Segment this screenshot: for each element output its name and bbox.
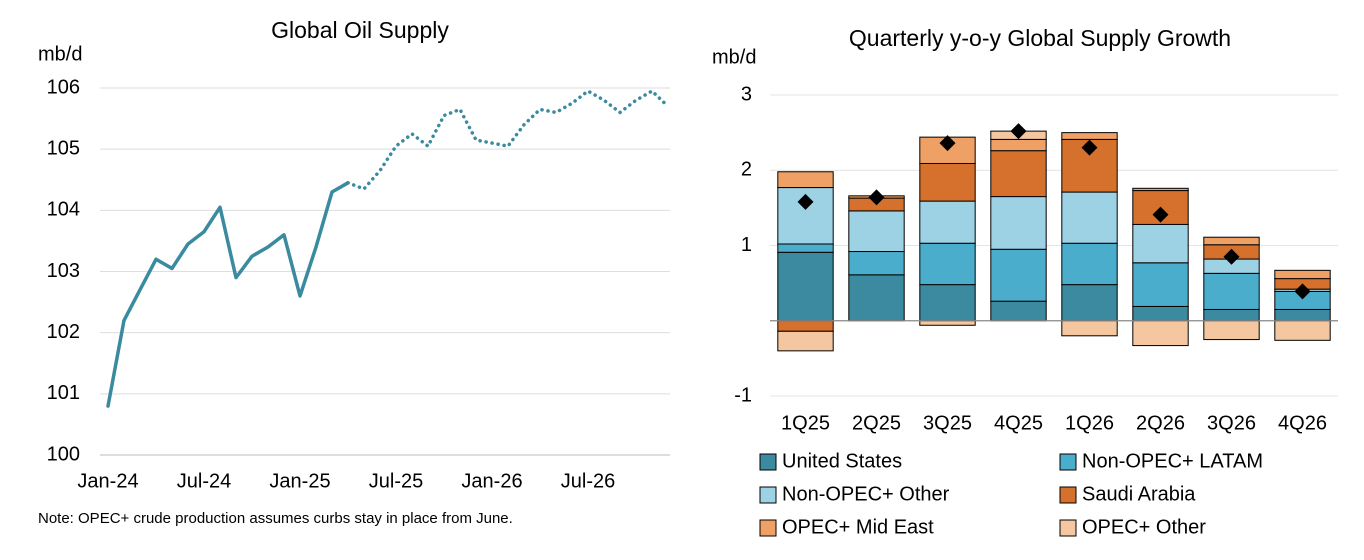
bar-segment (777, 330, 834, 352)
legend-swatch (759, 519, 777, 537)
bar-segment (990, 150, 1047, 198)
bar-segment (919, 320, 976, 326)
total-marker (868, 189, 885, 206)
bar-segment (1132, 187, 1189, 192)
bar-segment (1274, 269, 1331, 280)
line-series (106, 181, 350, 408)
legend-label: United States (782, 450, 902, 472)
y-tick-label: 103 (47, 260, 80, 282)
bar-segment (1203, 320, 1260, 341)
x-tick-label: Jul-24 (177, 470, 231, 492)
total-marker (1223, 248, 1240, 265)
y-tick-label: 106 (47, 76, 80, 98)
bar-segment (1061, 242, 1118, 286)
bar-segment (848, 251, 905, 276)
bar-segment (1132, 223, 1189, 264)
total-marker (1152, 206, 1169, 223)
legend-label: OPEC+ Other (1082, 516, 1206, 538)
x-tick-label: 2Q26 (1136, 412, 1185, 434)
y-axis-label: mb/d (712, 46, 756, 68)
bar-segment (1061, 191, 1118, 244)
x-tick-label: 1Q25 (781, 412, 830, 434)
bar-segment (919, 162, 976, 202)
bar-segment (1061, 320, 1118, 337)
bar-segment (990, 248, 1047, 302)
total-marker (1081, 139, 1098, 156)
y-tick-label: 100 (47, 443, 80, 465)
bar-segment (990, 196, 1047, 250)
x-tick-label: Jan-24 (77, 470, 138, 492)
bar-segment (990, 300, 1047, 322)
legend-swatch (1059, 519, 1077, 537)
bar-segment (777, 251, 834, 322)
bar-segment (1203, 236, 1260, 246)
bar-segment (1203, 308, 1260, 322)
bar-segment (1061, 132, 1118, 140)
total-marker (1010, 123, 1027, 140)
y-tick-label: 1 (741, 234, 752, 256)
bar-segment (919, 200, 976, 244)
line-series (346, 89, 670, 191)
legend-label: Non-OPEC+ LATAM (1082, 450, 1263, 472)
bar-segment (1274, 308, 1331, 322)
bar-segment (919, 284, 976, 322)
x-tick-label: Jul-25 (369, 470, 423, 492)
x-tick-label: Jul-26 (561, 470, 615, 492)
total-marker (797, 193, 814, 210)
chart-title: Quarterly y-o-y Global Supply Growth (849, 25, 1231, 51)
x-tick-label: 3Q25 (923, 412, 972, 434)
y-tick-label: 3 (741, 83, 752, 105)
chart-title: Global Oil Supply (271, 17, 449, 43)
x-tick-label: Jan-26 (461, 470, 522, 492)
bar-segment (1132, 305, 1189, 322)
note: Note: OPEC+ crude production assumes cur… (38, 510, 513, 527)
x-tick-label: Jan-25 (269, 470, 330, 492)
bar-segment (848, 210, 905, 253)
bar-segment (1274, 320, 1331, 341)
bar-segment (1132, 262, 1189, 307)
bar-segment (848, 274, 905, 322)
x-tick-label: 1Q26 (1065, 412, 1114, 434)
x-tick-label: 4Q25 (994, 412, 1043, 434)
y-axis-label: mb/d (38, 43, 82, 65)
legend-swatch (1059, 486, 1077, 504)
bar-segment (777, 171, 834, 189)
legend-swatch (759, 486, 777, 504)
total-marker (1294, 283, 1311, 300)
y-tick-label: 104 (47, 199, 80, 221)
bar-segment (777, 243, 834, 253)
legend-swatch (1059, 453, 1077, 471)
legend-label: OPEC+ Mid East (782, 516, 934, 538)
bar-segment (1203, 272, 1260, 310)
y-tick-label: -1 (734, 384, 752, 406)
bar-segment (990, 138, 1047, 152)
y-tick-label: 105 (47, 137, 80, 159)
bar-segment (1132, 320, 1189, 347)
legend-label: Saudi Arabia (1082, 483, 1196, 505)
bar-segment (919, 242, 976, 286)
bar-segment (1061, 284, 1118, 322)
legend-swatch (759, 453, 777, 471)
y-tick-label: 101 (47, 382, 80, 404)
x-tick-label: 4Q26 (1278, 412, 1327, 434)
y-tick-label: 102 (47, 321, 80, 343)
total-marker (939, 135, 956, 152)
x-tick-label: 2Q25 (852, 412, 901, 434)
x-tick-label: 3Q26 (1207, 412, 1256, 434)
legend-label: Non-OPEC+ Other (782, 483, 950, 505)
y-tick-label: 2 (741, 159, 752, 181)
bar-segment (777, 320, 834, 332)
